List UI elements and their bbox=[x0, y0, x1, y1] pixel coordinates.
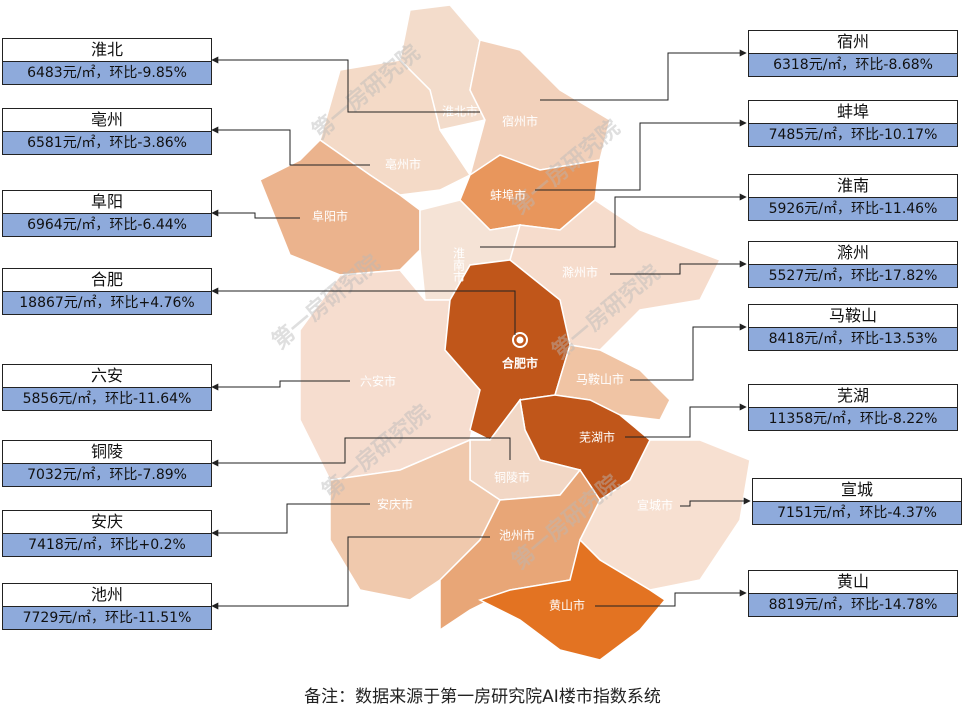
leader-line bbox=[211, 503, 370, 537]
footnote: 备注：数据来源于第一房研究院AI楼市指数系统 bbox=[304, 687, 661, 707]
callout: 阜阳 6964元/㎡，环比-6.44% bbox=[2, 190, 212, 237]
leader-line bbox=[610, 260, 747, 275]
callout: 芜湖 11358元/㎡，环比-8.22% bbox=[748, 384, 958, 431]
callout: 池州 7729元/㎡，环比-11.51% bbox=[2, 583, 212, 630]
price-change: 7729元/㎡，环比-11.51% bbox=[3, 607, 211, 629]
leader-line bbox=[211, 437, 511, 467]
city-name: 芜湖 bbox=[749, 385, 957, 408]
region-label: 滁州市 bbox=[562, 265, 598, 280]
region-label: 淮北市 bbox=[442, 104, 478, 119]
region-labels: 淮北市宿州市亳州市蚌埠市阜阳市淮南市滁州市合肥市六安市 马鞍山市芜湖市铜陵市安庆市… bbox=[312, 104, 673, 613]
city-name: 池州 bbox=[3, 584, 211, 607]
leader-line bbox=[630, 323, 747, 381]
city-name: 滁州 bbox=[749, 242, 957, 265]
city-name: 阜阳 bbox=[3, 191, 211, 214]
city-name: 六安 bbox=[3, 365, 211, 388]
price-change: 6964元/㎡，环比-6.44% bbox=[3, 214, 211, 236]
callout: 滁州 5527元/㎡，环比-17.82% bbox=[748, 241, 958, 288]
city-name: 宿州 bbox=[749, 31, 957, 54]
leader-line bbox=[540, 49, 747, 101]
region-label: 宿州市 bbox=[502, 114, 538, 129]
region-label: 淮南市 bbox=[452, 247, 466, 283]
city-name: 淮南 bbox=[749, 175, 957, 198]
region-xuancheng bbox=[579, 439, 751, 591]
price-change: 5856元/㎡，环比-11.64% bbox=[3, 388, 211, 410]
leader-line bbox=[211, 380, 350, 391]
region-label: 马鞍山市 bbox=[576, 372, 624, 387]
price-change: 7032元/㎡，环比-7.89% bbox=[3, 464, 211, 486]
region-label: 合肥市 bbox=[502, 356, 538, 371]
region-label: 亳州市 bbox=[385, 157, 421, 172]
price-change: 7418元/㎡，环比+0.2% bbox=[3, 534, 211, 556]
callout: 安庆 7418元/㎡，环比+0.2% bbox=[2, 510, 212, 557]
leader-line bbox=[535, 119, 747, 191]
region-label: 阜阳市 bbox=[312, 209, 348, 224]
region-label: 黄山市 bbox=[549, 598, 585, 613]
city-name: 铜陵 bbox=[3, 441, 211, 464]
leader-line bbox=[211, 536, 490, 610]
region-label: 宣城市 bbox=[637, 498, 673, 513]
price-change: 6581元/㎡，环比-3.86% bbox=[3, 132, 211, 154]
region-label: 安庆市 bbox=[377, 497, 413, 512]
callout: 宣城 7151元/㎡，环比-4.37% bbox=[752, 478, 962, 525]
price-change: 8418元/㎡，环比-13.53% bbox=[749, 328, 957, 350]
region-label: 铜陵市 bbox=[494, 470, 530, 485]
price-change: 7151元/㎡，环比-4.37% bbox=[753, 502, 961, 524]
capital-marker bbox=[512, 332, 528, 348]
price-change: 6318元/㎡，环比-8.68% bbox=[749, 54, 957, 76]
price-change: 6483元/㎡，环比-9.85% bbox=[3, 62, 211, 84]
callout: 铜陵 7032元/㎡，环比-7.89% bbox=[2, 440, 212, 487]
city-name: 合肥 bbox=[3, 269, 211, 292]
price-change: 18867元/㎡，环比+4.76% bbox=[3, 292, 211, 314]
leader-line bbox=[680, 497, 751, 507]
callout: 六安 5856元/㎡，环比-11.64% bbox=[2, 364, 212, 411]
city-name: 黄山 bbox=[749, 571, 957, 594]
price-change: 5527元/㎡，环比-17.82% bbox=[749, 265, 957, 287]
city-name: 淮北 bbox=[3, 39, 211, 62]
price-change: 5926元/㎡，环比-11.46% bbox=[749, 198, 957, 220]
callout: 蚌埠 7485元/㎡，环比-10.17% bbox=[748, 100, 958, 147]
callout: 淮北 6483元/㎡，环比-9.85% bbox=[2, 38, 212, 85]
leader-line bbox=[211, 126, 370, 166]
callout: 黄山 8819元/㎡，环比-14.78% bbox=[748, 570, 958, 617]
region-label: 芜湖市 bbox=[579, 430, 615, 445]
region-label: 蚌埠市 bbox=[490, 188, 526, 203]
leader-line bbox=[480, 193, 747, 248]
city-name: 宣城 bbox=[753, 479, 961, 502]
region-label: 池州市 bbox=[499, 528, 535, 543]
leader-line bbox=[211, 56, 480, 113]
city-name: 马鞍山 bbox=[749, 305, 957, 328]
callout: 淮南 5926元/㎡，环比-11.46% bbox=[748, 174, 958, 221]
leader-lines bbox=[211, 49, 751, 610]
callout: 宿州 6318元/㎡，环比-8.68% bbox=[748, 30, 958, 77]
city-name: 蚌埠 bbox=[749, 101, 957, 124]
price-change: 7485元/㎡，环比-10.17% bbox=[749, 124, 957, 146]
callout: 马鞍山 8418元/㎡，环比-13.53% bbox=[748, 304, 958, 351]
leader-line bbox=[211, 209, 300, 219]
region-label: 六安市 bbox=[360, 374, 396, 389]
region-huangshan bbox=[478, 538, 667, 661]
leader-line bbox=[625, 403, 747, 438]
price-change: 11358元/㎡，环比-8.22% bbox=[749, 408, 957, 430]
city-name: 安庆 bbox=[3, 511, 211, 534]
price-change: 8819元/㎡，环比-14.78% bbox=[749, 594, 957, 616]
callout: 亳州 6581元/㎡，环比-3.86% bbox=[2, 108, 212, 155]
callout: 合肥 18867元/㎡，环比+4.76% bbox=[2, 268, 212, 315]
leader-line bbox=[595, 589, 747, 607]
regions bbox=[259, 4, 751, 661]
capital-marker-dot bbox=[516, 336, 524, 344]
leader-line bbox=[211, 287, 516, 335]
city-name: 亳州 bbox=[3, 109, 211, 132]
